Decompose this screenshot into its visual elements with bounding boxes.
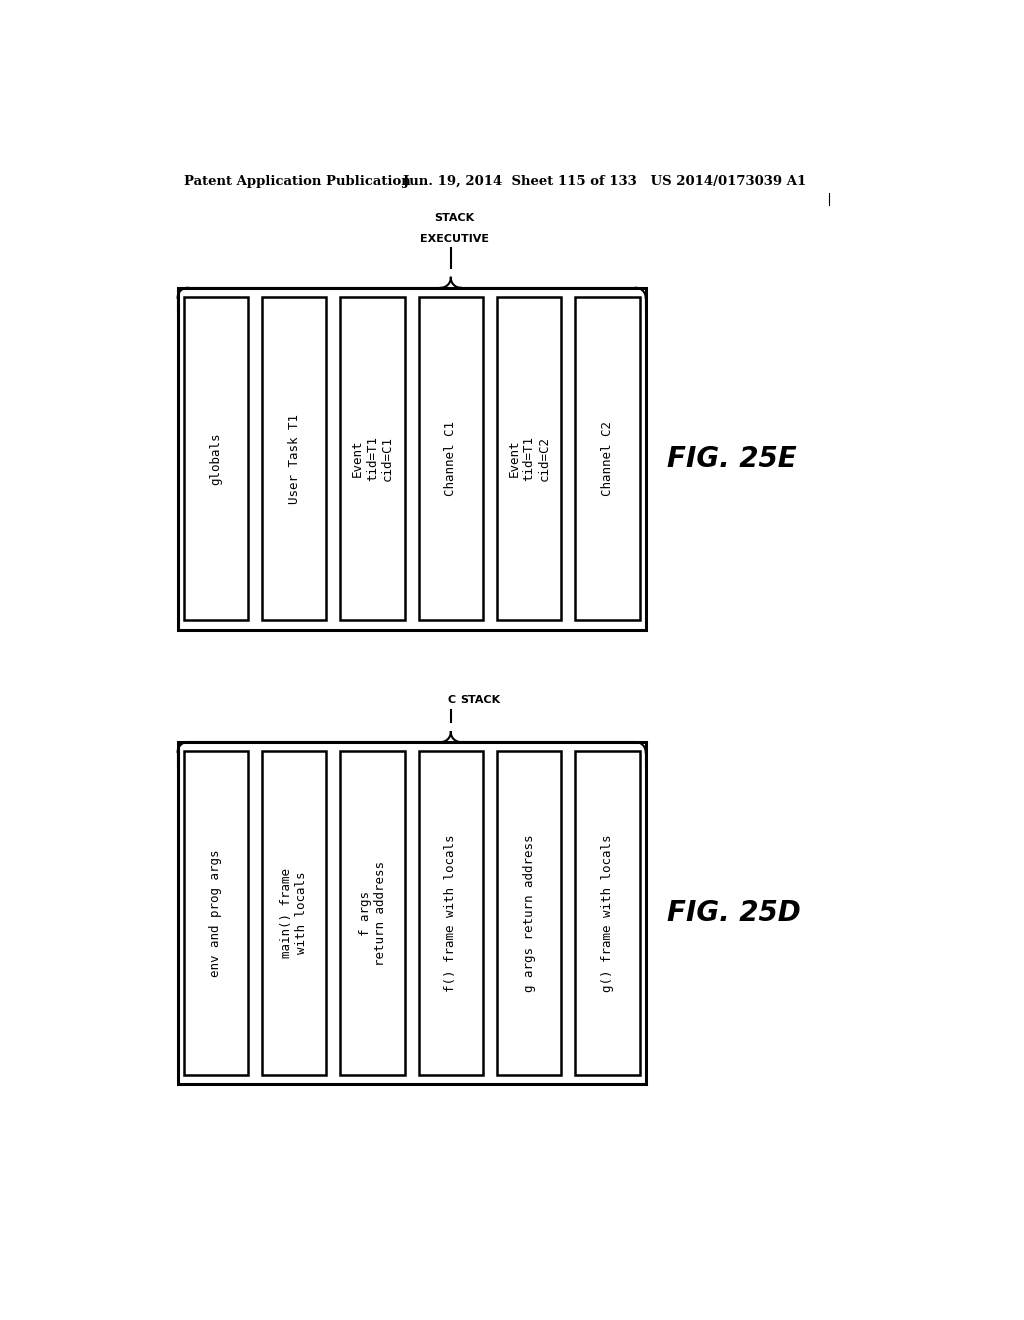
Text: f args
return address: f args return address <box>358 861 386 965</box>
FancyBboxPatch shape <box>419 751 483 1074</box>
FancyBboxPatch shape <box>340 751 404 1074</box>
FancyBboxPatch shape <box>340 297 404 620</box>
FancyBboxPatch shape <box>575 751 640 1074</box>
FancyBboxPatch shape <box>497 751 561 1074</box>
Text: STACK: STACK <box>460 696 500 705</box>
Text: f() frame with locals: f() frame with locals <box>444 834 458 991</box>
Text: C: C <box>449 696 460 705</box>
Text: g args return address: g args return address <box>522 834 536 991</box>
Text: globals: globals <box>210 433 222 484</box>
Text: User Task T1: User Task T1 <box>288 413 301 504</box>
Text: Event
tid=T1
cid=C1: Event tid=T1 cid=C1 <box>351 436 394 482</box>
Text: Channel C2: Channel C2 <box>601 421 613 496</box>
FancyBboxPatch shape <box>419 297 483 620</box>
Text: Jun. 19, 2014  Sheet 115 of 133   US 2014/0173039 A1: Jun. 19, 2014 Sheet 115 of 133 US 2014/0… <box>403 176 806 189</box>
Text: env and prog args: env and prog args <box>210 849 222 977</box>
Text: Patent Application Publication: Patent Application Publication <box>183 176 411 189</box>
FancyBboxPatch shape <box>183 297 248 620</box>
Text: FIG. 25E: FIG. 25E <box>668 445 797 473</box>
FancyBboxPatch shape <box>262 751 327 1074</box>
Text: FIG. 25D: FIG. 25D <box>668 899 801 927</box>
Text: EXECUTIVE: EXECUTIVE <box>420 234 489 244</box>
Text: main() frame
with locals: main() frame with locals <box>281 869 308 958</box>
Text: g() frame with locals: g() frame with locals <box>601 834 613 991</box>
FancyBboxPatch shape <box>262 297 327 620</box>
Text: Channel C1: Channel C1 <box>444 421 458 496</box>
Text: Event
tid=T1
cid=C2: Event tid=T1 cid=C2 <box>508 436 551 482</box>
FancyBboxPatch shape <box>575 297 640 620</box>
FancyBboxPatch shape <box>497 297 561 620</box>
Text: STACK: STACK <box>434 213 475 223</box>
FancyBboxPatch shape <box>183 751 248 1074</box>
